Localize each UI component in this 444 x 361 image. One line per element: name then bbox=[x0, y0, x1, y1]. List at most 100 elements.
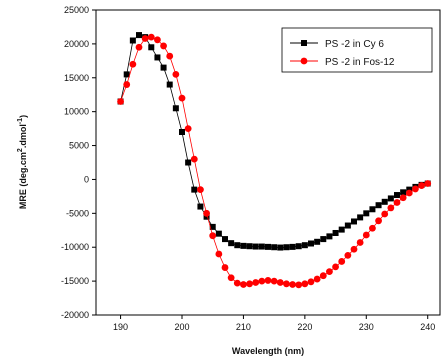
data-point bbox=[135, 43, 143, 51]
data-point bbox=[350, 245, 358, 253]
data-point bbox=[369, 206, 376, 213]
data-point bbox=[172, 105, 179, 112]
data-point bbox=[277, 244, 284, 251]
y-axis-title-sup-2: -1 bbox=[17, 118, 24, 124]
data-point bbox=[283, 280, 290, 288]
x-tick-label: 190 bbox=[113, 322, 128, 332]
data-point bbox=[326, 268, 333, 276]
data-point bbox=[252, 279, 260, 286]
data-point bbox=[369, 224, 376, 232]
data-point bbox=[387, 204, 395, 212]
data-point bbox=[141, 35, 149, 42]
data-point bbox=[394, 192, 400, 199]
data-point bbox=[351, 218, 357, 225]
data-point bbox=[326, 233, 333, 240]
data-point bbox=[319, 272, 327, 280]
data-point bbox=[222, 236, 228, 243]
data-point bbox=[424, 180, 432, 187]
data-point bbox=[320, 236, 327, 243]
legend-box bbox=[281, 27, 433, 73]
data-point bbox=[203, 209, 210, 217]
data-point bbox=[136, 32, 142, 39]
data-point bbox=[375, 217, 382, 225]
data-point bbox=[265, 243, 271, 250]
data-point bbox=[179, 129, 185, 135]
x-tick-label: 230 bbox=[359, 322, 374, 332]
x-tick-label: 220 bbox=[297, 322, 312, 332]
data-point bbox=[289, 281, 296, 288]
data-point bbox=[166, 52, 174, 60]
data-point bbox=[234, 242, 241, 249]
data-point bbox=[313, 275, 321, 283]
y-axis-title-sup-1: 2 bbox=[17, 148, 24, 152]
data-point bbox=[154, 36, 161, 44]
y-tick-label: -10000 bbox=[61, 242, 89, 252]
y-tick-label: 20000 bbox=[64, 39, 89, 49]
data-point bbox=[338, 226, 345, 233]
data-point bbox=[184, 125, 192, 133]
data-point bbox=[252, 243, 259, 250]
y-axis-title-part-3: ) bbox=[18, 115, 28, 118]
data-point bbox=[246, 243, 253, 250]
x-axis-title: Wavelength (nm) bbox=[232, 346, 304, 356]
series-layer bbox=[117, 32, 432, 289]
data-point bbox=[362, 231, 370, 239]
data-point bbox=[209, 232, 217, 240]
x-tick-label: 200 bbox=[174, 322, 189, 332]
data-point bbox=[258, 277, 266, 285]
data-point bbox=[363, 210, 370, 217]
data-point bbox=[356, 239, 364, 246]
data-point bbox=[240, 281, 247, 288]
x-tick-label: 210 bbox=[236, 322, 251, 332]
y-axis-title-part-1: MRE (deg.cm bbox=[18, 152, 28, 209]
data-point bbox=[227, 274, 235, 282]
data-point bbox=[190, 155, 198, 163]
data-point bbox=[301, 280, 309, 288]
y-axis-ticks: -20000 -15000 -10000 -5000 0 5000 10000 15000 20… bbox=[61, 5, 96, 320]
data-point bbox=[295, 243, 302, 250]
data-point bbox=[381, 210, 389, 218]
data-point bbox=[160, 64, 167, 71]
legend-marker-series-1 bbox=[301, 40, 307, 46]
data-point bbox=[221, 264, 229, 271]
data-point bbox=[117, 98, 124, 105]
data-point bbox=[172, 70, 180, 78]
data-point bbox=[393, 199, 401, 206]
data-point bbox=[228, 240, 235, 247]
data-point bbox=[301, 242, 308, 249]
series-2 bbox=[117, 33, 432, 289]
series-1 bbox=[117, 32, 431, 251]
data-point bbox=[178, 94, 186, 102]
data-point bbox=[185, 159, 192, 166]
data-point bbox=[375, 202, 382, 209]
data-point bbox=[332, 229, 339, 236]
data-point bbox=[209, 223, 216, 230]
data-point bbox=[191, 186, 198, 193]
data-point bbox=[233, 279, 241, 287]
data-point bbox=[240, 242, 247, 249]
data-point bbox=[123, 71, 130, 78]
data-point bbox=[344, 222, 351, 229]
data-point bbox=[154, 54, 161, 61]
legend-label-series-1: PS -2 in Cy 6 bbox=[325, 39, 384, 50]
data-point bbox=[357, 214, 364, 221]
data-point bbox=[400, 189, 407, 196]
data-point bbox=[314, 238, 321, 245]
data-point bbox=[129, 37, 136, 44]
data-point bbox=[148, 44, 155, 51]
data-point bbox=[270, 277, 278, 285]
data-point bbox=[412, 185, 419, 193]
data-point bbox=[387, 195, 394, 202]
y-tick-label: 5000 bbox=[69, 141, 89, 151]
data-point bbox=[405, 189, 413, 197]
y-tick-label: 25000 bbox=[64, 5, 89, 15]
data-point bbox=[258, 243, 265, 250]
x-axis-ticks: 190 200 210 220 230 240 bbox=[113, 315, 435, 332]
data-point bbox=[418, 182, 425, 189]
data-point bbox=[295, 281, 303, 289]
data-point bbox=[123, 81, 131, 88]
data-point bbox=[338, 258, 346, 265]
data-point bbox=[307, 278, 315, 286]
data-point bbox=[129, 60, 137, 68]
data-point bbox=[166, 81, 173, 88]
